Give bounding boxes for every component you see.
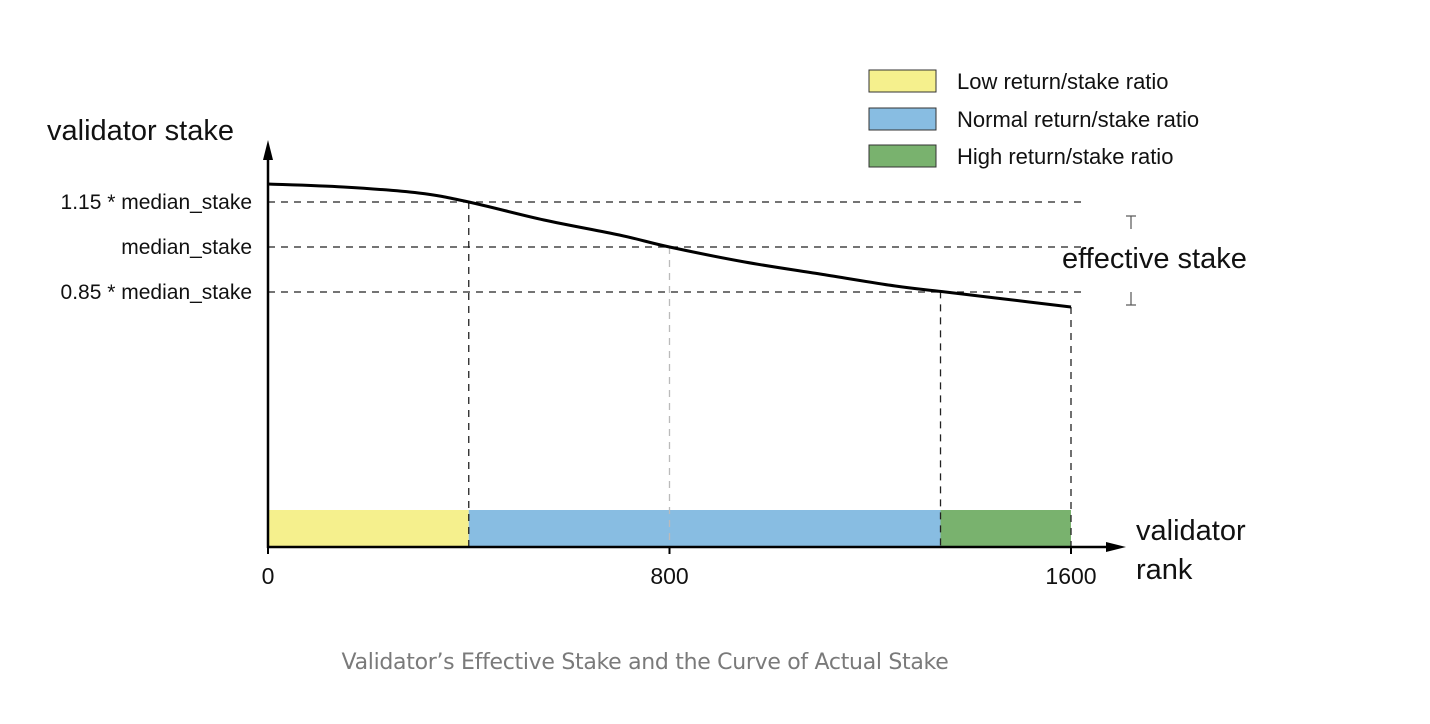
legend-label-normal: Normal return/stake ratio bbox=[957, 107, 1199, 132]
y-axis-title: validator stake bbox=[47, 115, 234, 147]
legend-swatch-low bbox=[868, 69, 937, 93]
vertical-ref-lines bbox=[468, 202, 1072, 547]
legend: Low return/stake ratio Normal return/sta… bbox=[868, 69, 1199, 169]
x-axis-arrow bbox=[1106, 542, 1126, 552]
effective-stake-label: effective stake bbox=[1062, 243, 1247, 275]
y-ref-label-2: 0.85 * median_stake bbox=[61, 281, 252, 304]
band-0 bbox=[268, 510, 469, 547]
x-tick-label-2: 1600 bbox=[1045, 563, 1096, 589]
x-axis-title-line1: validator bbox=[1136, 515, 1246, 547]
legend-swatch-normal bbox=[868, 107, 937, 131]
band-group bbox=[268, 510, 1071, 547]
x-tick-label-1: 800 bbox=[650, 563, 688, 589]
y-axis-arrow bbox=[263, 140, 273, 160]
band-1 bbox=[468, 510, 941, 547]
actual-stake-curve bbox=[267, 182, 1072, 309]
legend-label-low: Low return/stake ratio bbox=[957, 69, 1169, 94]
x-axis-title-line2: rank bbox=[1136, 554, 1193, 586]
band-2 bbox=[940, 510, 1071, 547]
x-tick-group: 0 800 1600 bbox=[262, 547, 1097, 589]
y-ref-label-0: 1.15 * median_stake bbox=[61, 191, 252, 214]
legend-label-high: High return/stake ratio bbox=[957, 144, 1173, 169]
y-ref-label-group: 1.15 * median_stake median_stake 0.85 * me… bbox=[61, 191, 252, 304]
figure-caption: Validator’s Effective Stake and the Curv… bbox=[341, 650, 949, 675]
x-tick-label-0: 0 bbox=[262, 563, 275, 589]
y-ref-label-1: median_stake bbox=[121, 236, 252, 259]
legend-swatch-high bbox=[868, 144, 937, 168]
